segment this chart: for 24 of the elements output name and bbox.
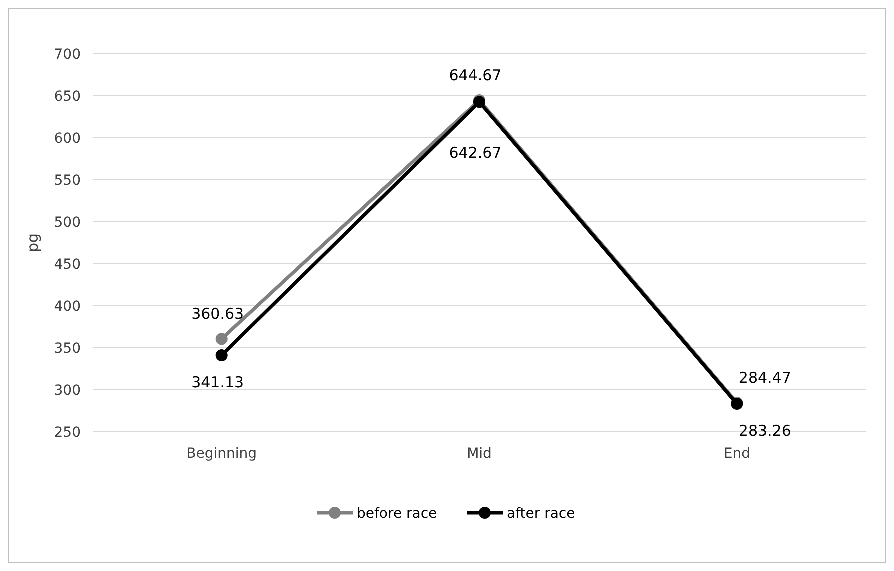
y-tick-label: 650 bbox=[54, 88, 81, 105]
y-tick-label: 350 bbox=[54, 340, 81, 357]
x-tick-label: End bbox=[724, 446, 750, 462]
y-tick-label: 450 bbox=[54, 256, 81, 273]
y-tick-label: 400 bbox=[54, 298, 81, 315]
y-tick-label: 500 bbox=[54, 214, 81, 231]
data-label: 283.26 bbox=[738, 422, 792, 440]
point bbox=[216, 349, 228, 362]
x-tick-label: Beginning bbox=[186, 446, 258, 462]
y-tick-label: 300 bbox=[54, 382, 81, 399]
point bbox=[216, 333, 228, 346]
data-label: 642.67 bbox=[449, 144, 502, 162]
data-label: 360.63 bbox=[192, 305, 244, 324]
legend-label: before race bbox=[357, 506, 438, 522]
data-label: 644.67 bbox=[449, 66, 502, 84]
x-tick-label: Mid bbox=[467, 446, 492, 462]
data-label: 284.47 bbox=[738, 369, 792, 388]
legend-label: after race bbox=[507, 506, 576, 522]
y-axis-title: pg bbox=[24, 233, 42, 253]
y-tick-label: 550 bbox=[54, 172, 81, 189]
data-label: 341.13 bbox=[192, 373, 244, 392]
y-tick-label: 250 bbox=[54, 424, 81, 441]
y-tick-label: 600 bbox=[54, 130, 81, 147]
y-tick-label: 700 bbox=[54, 46, 81, 63]
